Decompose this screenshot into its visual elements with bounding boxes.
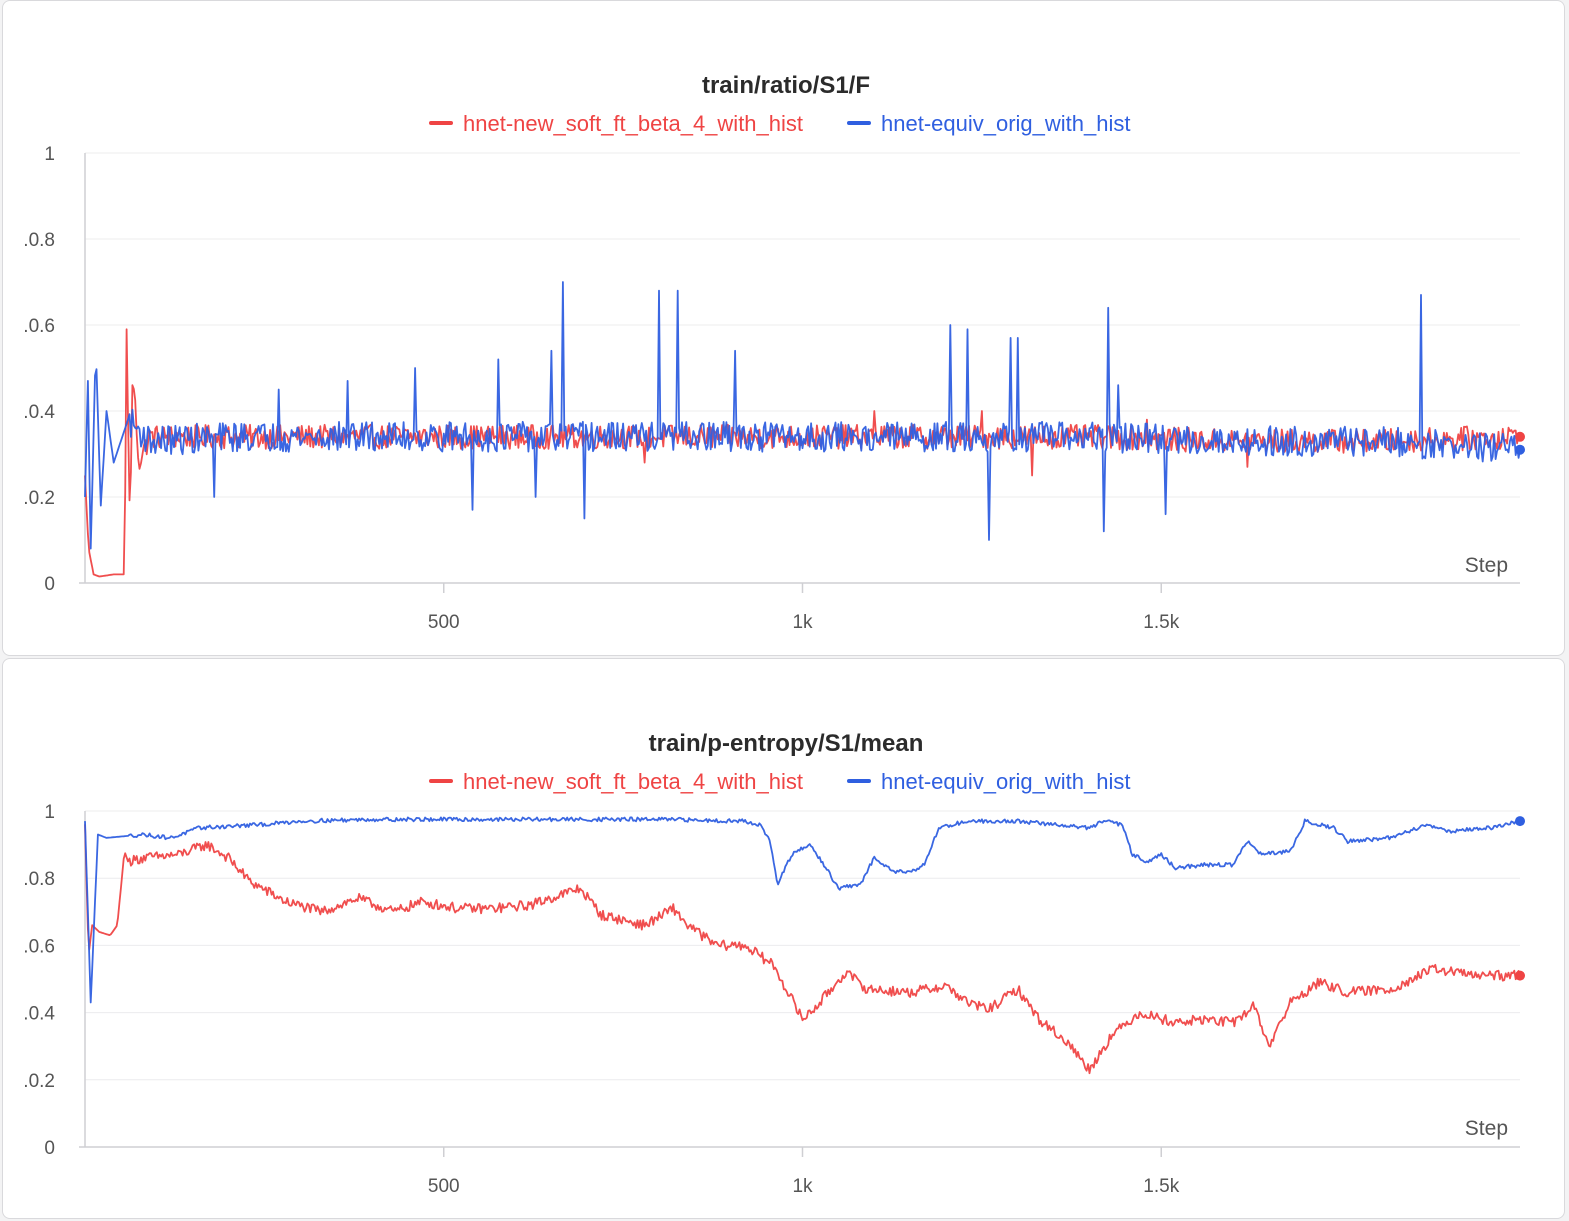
- x-tick-label: 500: [428, 1176, 460, 1197]
- series-line-0: [84, 328, 1521, 578]
- x-tick-label: 500: [428, 612, 460, 633]
- chart-title: train/p-entropy/S1/mean: [649, 730, 924, 757]
- x-tick-label: 1.5k: [1143, 1176, 1179, 1197]
- y-tick-label: 1: [44, 144, 55, 165]
- legend-label-1: hnet-equiv_orig_with_hist: [881, 111, 1131, 136]
- x-axis-label: Step: [1465, 1117, 1508, 1140]
- series-line-1: [84, 281, 1521, 550]
- legend-label-0: hnet-new_soft_ft_beta_4_with_hist: [463, 769, 803, 794]
- y-tick-label: 0: [44, 1138, 55, 1159]
- y-tick-label: .0.8: [23, 230, 55, 251]
- x-tick-label: 1k: [792, 1176, 813, 1197]
- y-tick-label: .0.2: [23, 1071, 55, 1092]
- y-tick-label: 1: [44, 802, 55, 823]
- legend-label-1: hnet-equiv_orig_with_hist: [881, 769, 1131, 794]
- series-line-1: [84, 816, 1521, 1004]
- x-tick-label: 1k: [792, 612, 813, 633]
- x-tick-label: 1.5k: [1143, 612, 1179, 633]
- y-tick-label: .0.6: [23, 936, 55, 957]
- chart-panel-ratio: train/ratio/S1/F hnet-new_soft_ft_beta_4_…: [2, 0, 1565, 656]
- y-tick-label: .0.4: [23, 402, 55, 423]
- y-tick-label: 0: [44, 574, 55, 595]
- y-tick-label: .0.4: [23, 1004, 55, 1025]
- series-end-marker-1: [1515, 444, 1525, 455]
- x-axis-label: Step: [1465, 554, 1508, 577]
- y-tick-label: .0.2: [23, 488, 55, 509]
- chart-ratio-svg: train/ratio/S1/F hnet-new_soft_ft_beta_4_…: [23, 72, 1525, 633]
- series-end-marker-0: [1515, 970, 1525, 981]
- chart-entropy-svg: train/p-entropy/S1/mean hnet-new_soft_ft_…: [23, 730, 1525, 1197]
- legend-label-0: hnet-new_soft_ft_beta_4_with_hist: [463, 111, 803, 136]
- y-tick-label: .0.6: [23, 316, 55, 337]
- y-tick-label: .0.8: [23, 869, 55, 890]
- series-end-marker-0: [1515, 431, 1525, 442]
- series-line-0: [84, 824, 1521, 1075]
- chart-panel-entropy: train/p-entropy/S1/mean hnet-new_soft_ft_…: [2, 658, 1565, 1219]
- chart-title: train/ratio/S1/F: [702, 72, 870, 99]
- series-end-marker-1: [1515, 816, 1525, 827]
